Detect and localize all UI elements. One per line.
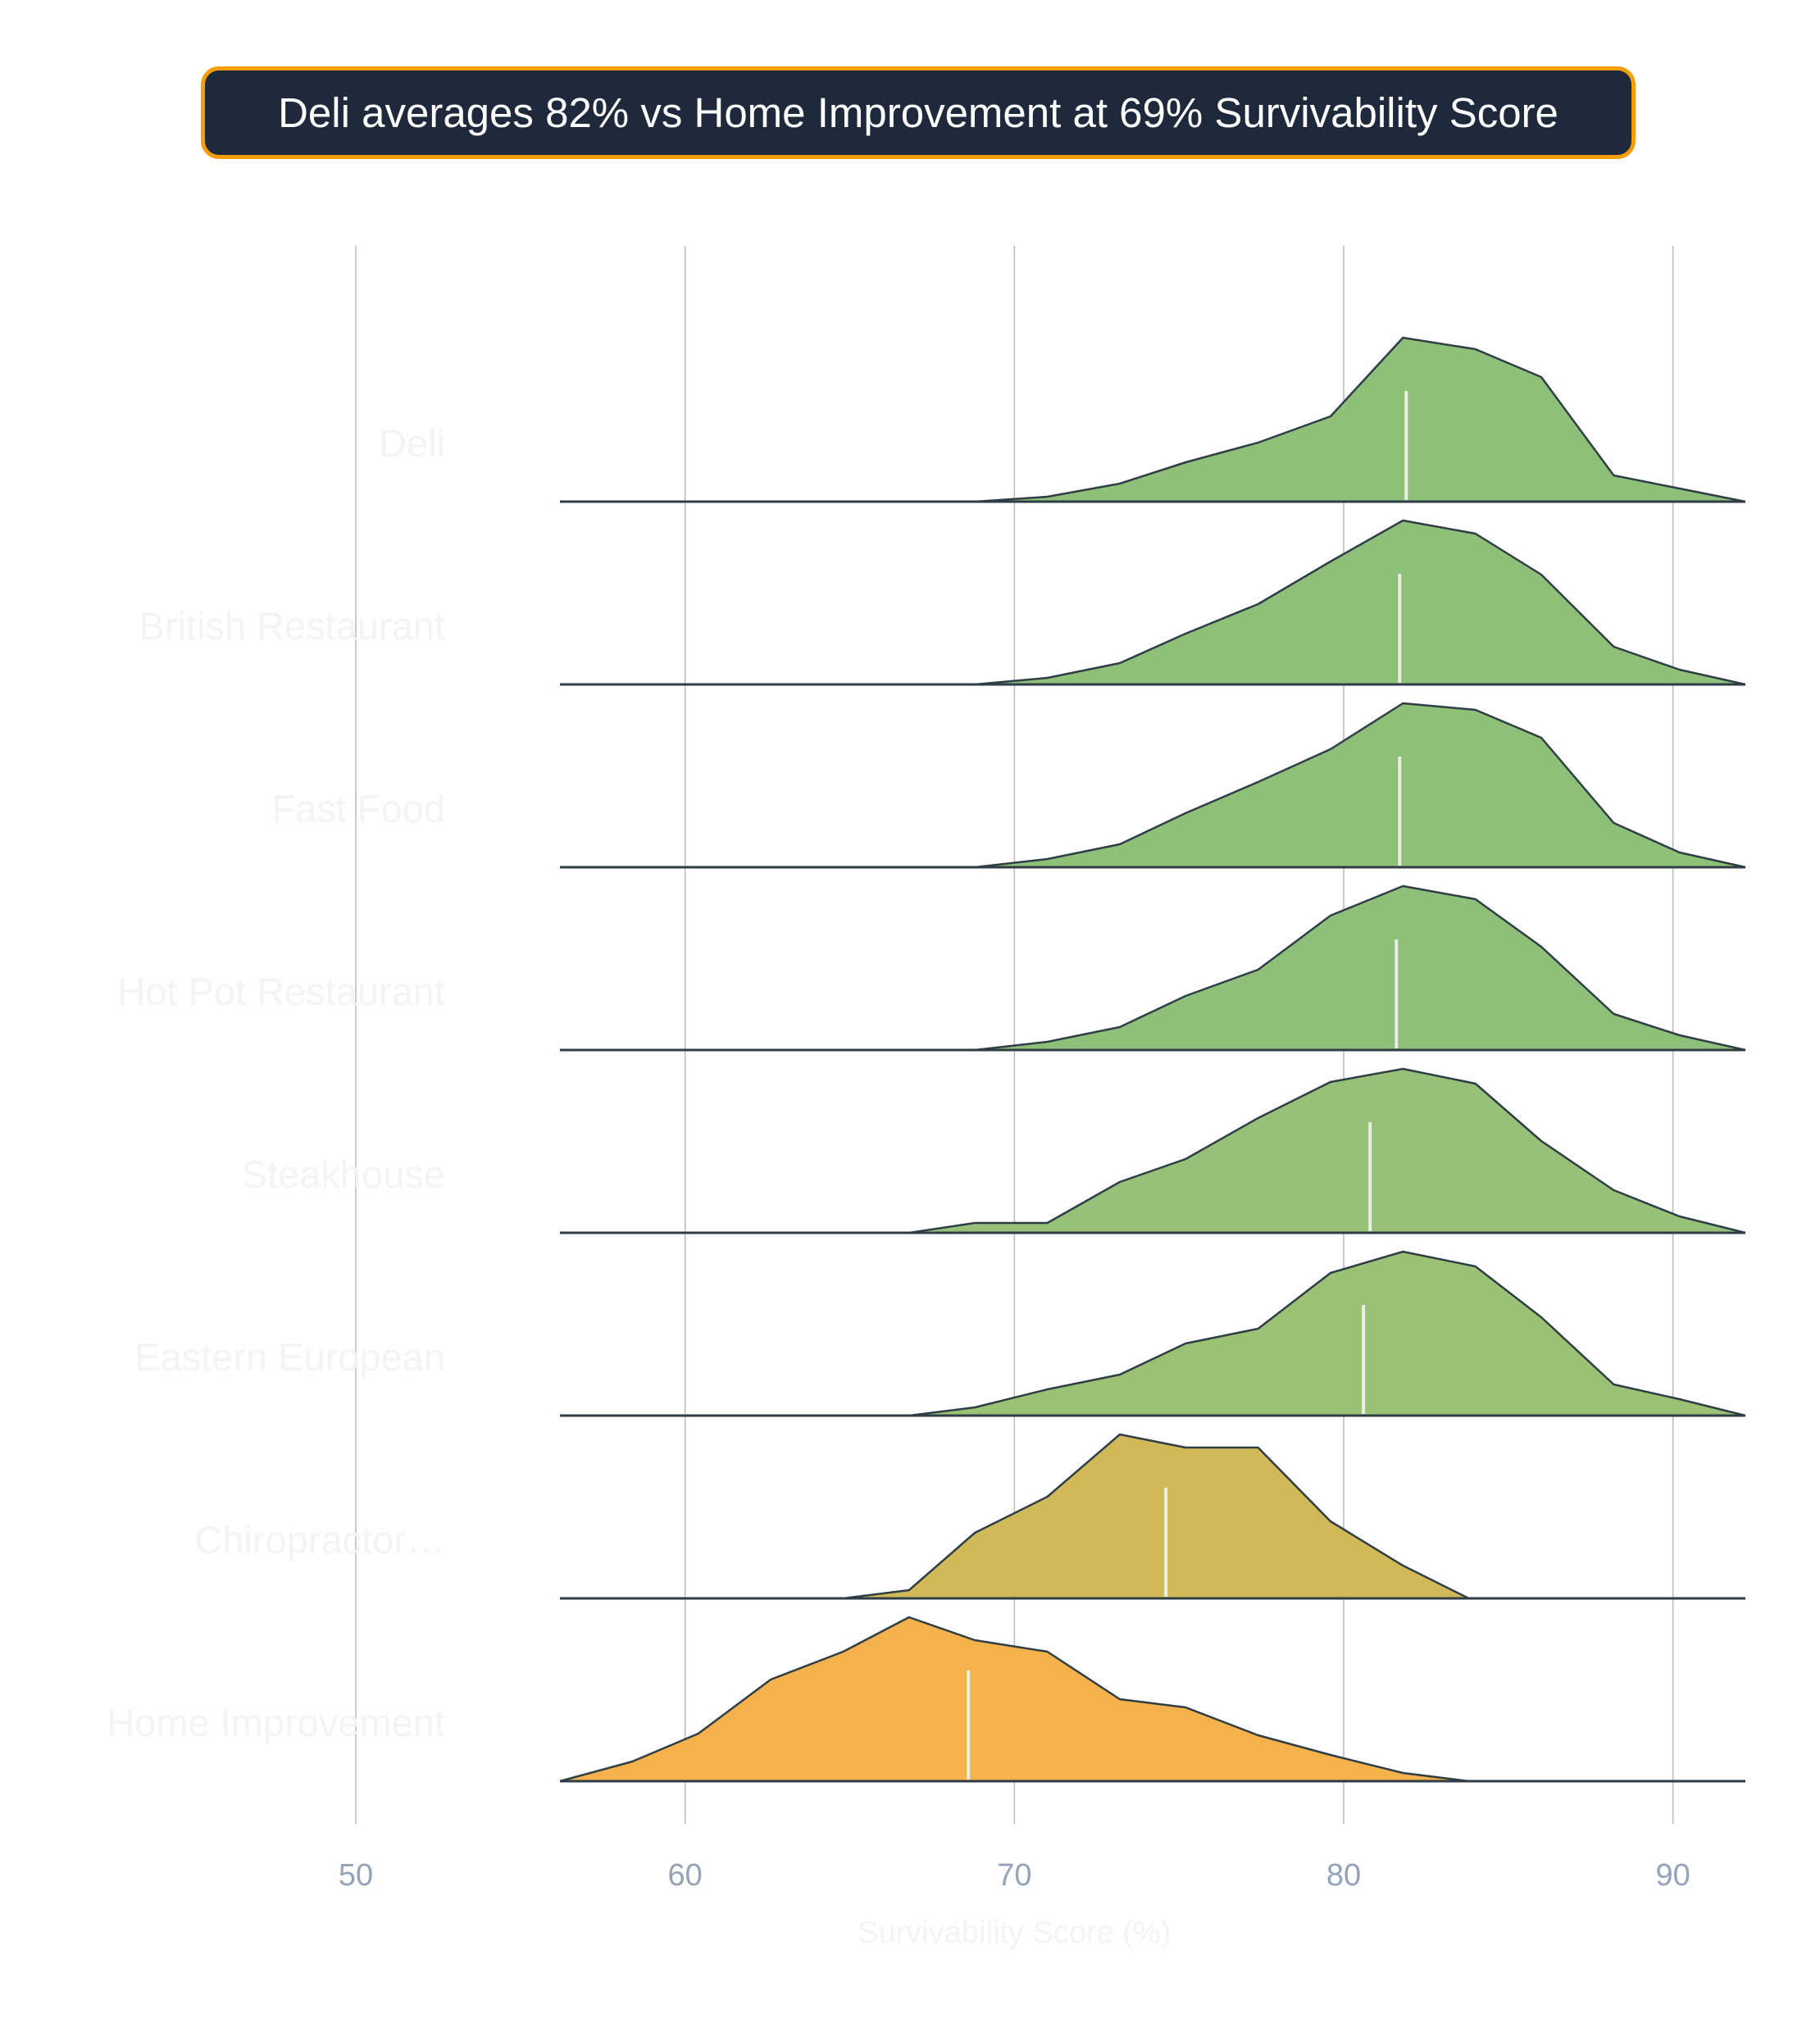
category-label-home-improvement: Home Improvement <box>107 1701 445 1744</box>
ridge-area-eastern-european <box>560 1252 1745 1416</box>
x-tick-label-50: 50 <box>339 1858 373 1893</box>
ridge-area-deli <box>560 338 1745 502</box>
ridge-outline-fast-food <box>560 702 1746 869</box>
x-tick-label-80: 80 <box>1326 1858 1361 1893</box>
ridge-outline-home-improvement <box>559 1616 1745 1783</box>
ridge-area-steakhouse <box>560 1069 1745 1233</box>
ridge-steakhouse <box>560 1067 1746 1234</box>
x-axis-ticks: 50 60 70 80 90 <box>339 1858 1690 1893</box>
ridge-outline-steakhouse <box>560 1067 1746 1234</box>
ridge-outline-hot-pot-restaurant <box>560 884 1746 1052</box>
chart-title: Deli averages 82% vs Home Improvement at… <box>278 89 1558 136</box>
ridge-chiropractor <box>560 1433 1746 1600</box>
category-label-deli: Deli <box>379 421 445 465</box>
ridge-hot-pot-restaurant <box>560 884 1746 1052</box>
ridge-area-british-restaurant <box>560 520 1745 684</box>
category-label-hot-pot-restaurant: Hot Pot Restaurant <box>117 970 445 1013</box>
ridge-outline-eastern-european <box>560 1250 1746 1417</box>
x-tick-label-60: 60 <box>668 1858 703 1893</box>
category-label-steakhouse: Steakhouse <box>242 1152 445 1196</box>
category-label-eastern-european: Eastern European <box>134 1335 445 1379</box>
ridges <box>559 336 1746 1783</box>
category-labels: Deli British Restaurant Fast Food Hot Pot R… <box>107 421 445 1744</box>
x-tick-label-70: 70 <box>997 1858 1031 1893</box>
ridge-outline-deli <box>560 336 1746 503</box>
ridge-outline-chiropractor <box>560 1433 1745 1600</box>
ridge-area-home-improvement <box>560 1617 1745 1781</box>
ridge-outline-british-restaurant <box>560 519 1746 686</box>
ridge-fast-food <box>560 702 1746 869</box>
ridge-area-fast-food <box>560 703 1745 867</box>
ridge-eastern-european <box>560 1250 1746 1417</box>
ridge-area-chiropractor <box>560 1434 1745 1598</box>
x-axis-title: Survivability Score (%) <box>858 1916 1171 1950</box>
x-tick-label-90: 90 <box>1656 1858 1690 1893</box>
ridge-area-hot-pot-restaurant <box>560 886 1745 1050</box>
category-label-chiropractor: Chiropractor… <box>194 1518 445 1561</box>
chart-title-box: Deli averages 82% vs Home Improvement at… <box>201 66 1636 159</box>
category-label-fast-food: Fast Food <box>271 787 445 830</box>
ridge-british-restaurant <box>560 519 1746 686</box>
ridge-home-improvement <box>559 1616 1746 1783</box>
category-label-british-restaurant: British Restaurant <box>139 604 445 648</box>
ridge-deli <box>560 336 1746 503</box>
